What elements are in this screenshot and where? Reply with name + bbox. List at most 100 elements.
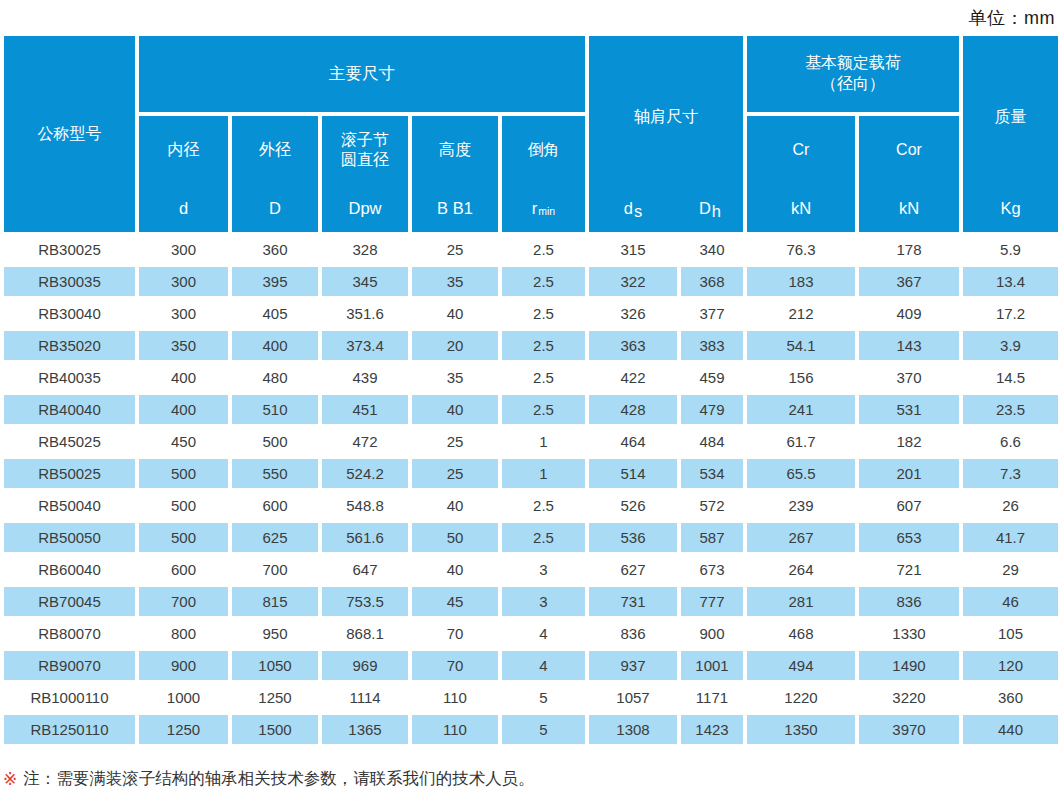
cell: 40 xyxy=(412,395,498,424)
model-cell: RB30025 xyxy=(4,235,135,264)
cell: 1 xyxy=(502,459,585,488)
cell: 627 xyxy=(589,555,677,584)
cell: 3 xyxy=(502,555,585,584)
cell: 950 xyxy=(232,619,318,648)
table-row: RB40035400480439352.542245915637014.5 xyxy=(4,363,1058,392)
cell: 561.6 xyxy=(322,523,408,552)
cell: 2.5 xyxy=(502,523,585,552)
header-height-symbol: B B1 xyxy=(437,184,473,232)
table-row: RB80070800950868.17048369004681330105 xyxy=(4,619,1058,648)
cell: 536 xyxy=(589,523,677,552)
cell: 14.5 xyxy=(963,363,1058,392)
cell: 1171 xyxy=(681,683,743,712)
model-cell: RB50050 xyxy=(4,523,135,552)
unit-label: 单位：mm xyxy=(4,4,1055,32)
cell: 2.5 xyxy=(502,235,585,264)
cell: 472 xyxy=(322,427,408,456)
cell: 800 xyxy=(139,619,228,648)
cell: 3220 xyxy=(859,683,959,712)
cell: 13.4 xyxy=(963,267,1058,296)
cell: 2.5 xyxy=(502,395,585,424)
cell: 300 xyxy=(139,299,228,328)
cell: 76.3 xyxy=(747,235,855,264)
cell: 514 xyxy=(589,459,677,488)
table-row: RB4502545050047225146448461.71826.6 xyxy=(4,427,1058,456)
header-cor: Cor kN xyxy=(859,116,959,232)
cell: 183 xyxy=(747,267,855,296)
bearing-spec-table: 公称型号 主要尺寸 内径 d 外径 D 滚子节 圆直径 Dpw 高度 B B1 … xyxy=(4,36,1058,744)
cell: 440 xyxy=(963,715,1058,744)
table-row: RB40040400510451402.542847924153123.5 xyxy=(4,395,1058,424)
cell: 836 xyxy=(589,619,677,648)
cell: 1050 xyxy=(232,651,318,680)
cell: 241 xyxy=(747,395,855,424)
header-group-main-dimensions: 主要尺寸 xyxy=(139,36,585,112)
cell: 23.5 xyxy=(963,395,1058,424)
cell: 400 xyxy=(139,363,228,392)
cell: 1500 xyxy=(232,715,318,744)
cell: 400 xyxy=(232,331,318,360)
cell: 29 xyxy=(963,555,1058,584)
table-row: RB35020350400373.4202.536338354.11433.9 xyxy=(4,331,1058,360)
cell: 464 xyxy=(589,427,677,456)
table-row: RB50025500550524.225151453465.52017.3 xyxy=(4,459,1058,488)
cell: 400 xyxy=(139,395,228,424)
cell: 20 xyxy=(412,331,498,360)
cell: 25 xyxy=(412,459,498,488)
header-inner-diameter-symbol: d xyxy=(179,184,188,232)
cell: 35 xyxy=(412,267,498,296)
cell: 300 xyxy=(139,235,228,264)
cell: 1365 xyxy=(322,715,408,744)
cell: 500 xyxy=(139,459,228,488)
cell: 5.9 xyxy=(963,235,1058,264)
cell: 25 xyxy=(412,427,498,456)
cell: 2.5 xyxy=(502,491,585,520)
cell: 1250 xyxy=(232,683,318,712)
cell: 1250 xyxy=(139,715,228,744)
model-cell: RB45025 xyxy=(4,427,135,456)
header-roller-pitch-symbol: Dpw xyxy=(348,184,381,232)
cell: 625 xyxy=(232,523,318,552)
header-cr-unit: kN xyxy=(791,184,811,232)
cell: 2.5 xyxy=(502,267,585,296)
cell: 721 xyxy=(859,555,959,584)
header-shoulder-ds-symbol: ds xyxy=(589,184,677,232)
header-inner-diameter-label: 内径 xyxy=(168,116,200,184)
header-roller-pitch-diameter: 滚子节 圆直径 Dpw xyxy=(322,116,408,232)
table-row: RB10001101000125011141105105711711220322… xyxy=(4,683,1058,712)
model-cell: RB70045 xyxy=(4,587,135,616)
cell: 178 xyxy=(859,235,959,264)
model-cell: RB1250110 xyxy=(4,715,135,744)
table-row: RB30040300405351.6402.532637721240917.2 xyxy=(4,299,1058,328)
cell: 969 xyxy=(322,651,408,680)
cell: 484 xyxy=(681,427,743,456)
cell: 2.5 xyxy=(502,299,585,328)
cell: 450 xyxy=(139,427,228,456)
cell: 105 xyxy=(963,619,1058,648)
header-shoulder-label: 轴肩尺寸 xyxy=(634,36,698,184)
cell: 3970 xyxy=(859,715,959,744)
cell: 500 xyxy=(232,427,318,456)
cell: 363 xyxy=(589,331,677,360)
cell: 3 xyxy=(502,587,585,616)
cell: 777 xyxy=(681,587,743,616)
cell: 653 xyxy=(859,523,959,552)
header-outer-diameter-label: 外径 xyxy=(259,116,291,184)
model-cell: RB50025 xyxy=(4,459,135,488)
model-cell: RB40035 xyxy=(4,363,135,392)
model-cell: RB40040 xyxy=(4,395,135,424)
cell: 35 xyxy=(412,363,498,392)
cell: 40 xyxy=(412,555,498,584)
cell: 572 xyxy=(681,491,743,520)
cell: 1057 xyxy=(589,683,677,712)
cell: 600 xyxy=(139,555,228,584)
cell: 700 xyxy=(139,587,228,616)
table-body: RB30025300360328252.531534076.31785.9RB3… xyxy=(4,235,1058,744)
cell: 264 xyxy=(747,555,855,584)
cell: 4 xyxy=(502,651,585,680)
header-group-rated-load: 基本额定载荷 （径向） xyxy=(747,36,959,112)
header-model: 公称型号 xyxy=(4,36,135,232)
cell: 500 xyxy=(139,491,228,520)
cell: 510 xyxy=(232,395,318,424)
cell: 41.7 xyxy=(963,523,1058,552)
